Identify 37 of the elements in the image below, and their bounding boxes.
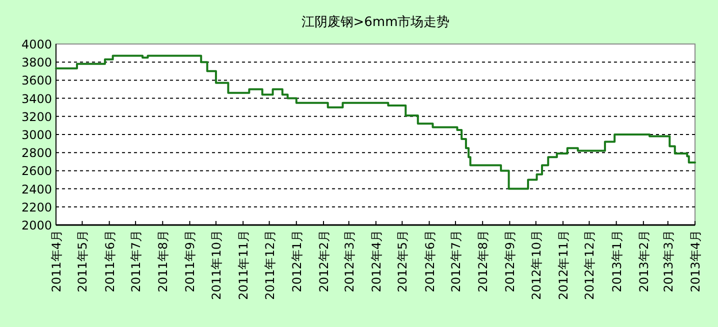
y-tick-label: 3400 — [21, 92, 52, 106]
y-tick-label: 3200 — [21, 110, 52, 124]
x-tick-label: 2011年12月 — [262, 230, 277, 300]
y-tick-label: 3000 — [21, 128, 52, 142]
y-tick-label: 2600 — [21, 164, 52, 178]
x-tick-label: 2012年11月 — [556, 230, 571, 300]
x-tick-label: 2012年1月 — [290, 230, 304, 292]
chart-title: 江阴废钢>6mm市场走势 — [301, 15, 450, 30]
y-tick-label: 2800 — [21, 146, 52, 160]
y-tick-label: 2200 — [21, 200, 52, 214]
y-tick-label: 3600 — [21, 74, 52, 88]
x-tick-label: 2012年7月 — [448, 230, 463, 292]
x-tick-label: 2012年10月 — [529, 230, 544, 300]
x-tick-label: 2012年2月 — [316, 230, 331, 292]
x-tick-label: 2012年9月 — [503, 230, 518, 292]
x-tick-label: 2011年4月 — [50, 230, 64, 292]
x-tick-label: 2011年8月 — [156, 230, 170, 292]
x-tick-label: 2012年6月 — [422, 230, 437, 292]
x-tick-label: 2013年2月 — [636, 230, 651, 292]
x-tick-label: 2011年9月 — [183, 230, 198, 292]
x-tick-label: 2011年6月 — [102, 230, 117, 292]
x-tick-label: 2012年12月 — [582, 230, 597, 300]
x-tick-label: 2012年3月 — [342, 230, 356, 292]
x-tick-label: 2012年8月 — [476, 230, 490, 292]
x-tick-label: 2011年10月 — [209, 230, 224, 300]
y-tick-label: 2000 — [21, 218, 52, 232]
x-tick-label: 2011年7月 — [129, 230, 144, 292]
x-tick-label: 2011年5月 — [76, 230, 90, 292]
x-tick-label: 2012年4月 — [369, 230, 384, 292]
x-tick-label: 2013年1月 — [610, 230, 624, 292]
y-tick-label: 4000 — [21, 38, 52, 52]
y-tick-label: 2400 — [21, 182, 52, 196]
x-tick-label: 2012年5月 — [396, 230, 410, 292]
x-tick-label: 2011年11月 — [236, 230, 251, 300]
y-tick-label: 3800 — [21, 56, 52, 70]
x-tick-label: 2013年3月 — [661, 230, 676, 292]
x-tick-label: 2013年4月 — [688, 230, 702, 292]
